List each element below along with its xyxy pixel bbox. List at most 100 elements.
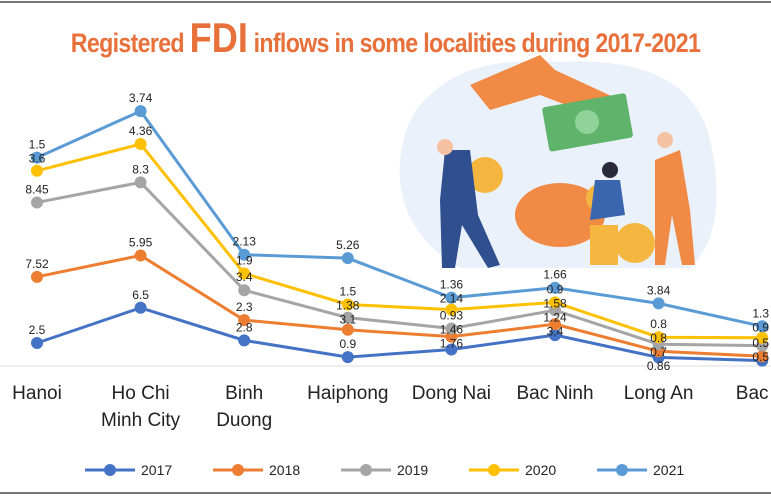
title-part-2: inflows in some localities during 2017-2…	[247, 28, 701, 58]
data-label: 1.36	[440, 278, 464, 292]
data-label: 1.38	[336, 298, 360, 312]
data-label: 0.8	[650, 317, 667, 331]
data-label: 1.3	[752, 306, 769, 320]
person-right-illustration	[655, 150, 695, 265]
legend-label: 2021	[653, 462, 684, 478]
data-label: 1.66	[543, 268, 567, 282]
data-point	[549, 281, 561, 294]
data-label: 6.5	[132, 288, 149, 302]
data-label: 1.5	[29, 138, 46, 152]
data-point	[31, 196, 43, 209]
data-point	[756, 350, 769, 363]
coin-illustration	[467, 157, 503, 193]
person-head-illustration	[437, 139, 453, 155]
data-label: 0.8	[650, 331, 667, 345]
category-axis: Hanoi Ho Chi Minh City Binh Duong Haiphong Don…	[12, 383, 771, 431]
data-label: 0.9	[547, 282, 564, 296]
category-label: Bac G	[736, 383, 771, 404]
data-label: 5.26	[336, 238, 360, 252]
illustration-background-blob	[399, 60, 717, 269]
series-line-2020	[36, 142, 763, 340]
category-label: Dong Nai	[412, 383, 491, 404]
legend-marker	[616, 464, 628, 476]
data-label: 3.84	[647, 283, 671, 297]
data-label: 0.5	[752, 336, 769, 350]
data-label: 3.1	[339, 312, 356, 326]
series-2017	[31, 301, 769, 367]
legend-item-2017: 2017	[85, 462, 172, 478]
person-head-illustration	[602, 162, 618, 178]
person-sitting-illustration	[590, 180, 625, 220]
category-label: Minh City	[101, 410, 181, 431]
data-point	[238, 334, 251, 347]
legend-marker	[360, 464, 372, 476]
data-point	[549, 318, 561, 331]
data-point	[341, 351, 354, 364]
data-label: 1.58	[543, 296, 567, 310]
data-label: 0.7	[650, 345, 667, 359]
data-point	[238, 248, 251, 261]
data-point	[238, 314, 251, 327]
data-label: 2.8	[236, 320, 253, 334]
legend-item-2020: 2020	[469, 462, 556, 478]
series-line-2017	[36, 306, 763, 363]
data-point	[134, 105, 147, 118]
category-label: Haiphong	[307, 383, 388, 404]
data-point	[31, 337, 43, 349]
data-label: 2.14	[440, 292, 464, 306]
coin-illustration	[615, 223, 655, 263]
data-label: 4.36	[129, 124, 153, 138]
data-point	[31, 270, 43, 283]
data-point	[238, 284, 251, 297]
data-label: 3.74	[129, 91, 153, 105]
data-point	[341, 252, 354, 265]
data-label: 3.6	[29, 152, 46, 166]
frame-top-border	[0, 1, 771, 3]
data-point	[549, 296, 561, 309]
series-2021	[31, 105, 769, 333]
data-point	[445, 322, 458, 335]
data-label: 2.5	[29, 323, 46, 337]
legend-item-2019: 2019	[341, 462, 428, 478]
data-point	[756, 331, 769, 344]
data-label: 2.13	[233, 235, 257, 249]
series-2018	[31, 249, 769, 363]
data-label: 0.86	[647, 359, 671, 373]
data-label: 7.52	[25, 257, 49, 271]
data-label: 0.93	[440, 308, 464, 322]
data-point	[341, 311, 354, 324]
data-label: 5.95	[129, 235, 153, 249]
data-point	[31, 164, 43, 177]
data-point	[445, 303, 458, 316]
data-label: 1.46	[440, 322, 464, 336]
coin-stack-illustration	[590, 225, 618, 265]
data-label: 0.9	[752, 320, 769, 334]
legend-marker	[232, 464, 244, 476]
title-part-fdi: FDI	[189, 14, 248, 61]
data-point	[756, 320, 769, 333]
data-label: 8.3	[132, 162, 149, 176]
data-label: 1.76	[440, 336, 464, 350]
data-point	[134, 138, 147, 151]
category-label: Bac Ninh	[516, 383, 593, 404]
data-point	[445, 343, 458, 356]
data-point	[549, 329, 561, 342]
series-layer	[31, 105, 769, 367]
data-point	[238, 267, 251, 280]
category-label: Hanoi	[12, 383, 62, 404]
legend-item-2018: 2018	[213, 462, 300, 478]
data-point	[445, 291, 458, 304]
data-point	[652, 297, 665, 310]
legend-label: 2019	[397, 462, 428, 478]
data-label: 8.45	[25, 182, 49, 196]
legend-label: 2018	[269, 462, 300, 478]
data-point	[31, 151, 43, 164]
chart-title: Registered FDI inflows in some localitie…	[54, 14, 717, 62]
piggy-bank-illustration	[515, 183, 605, 247]
data-point	[652, 331, 665, 344]
legend-label: 2020	[525, 462, 556, 478]
data-label: 0.5	[752, 350, 769, 364]
category-label: Long An	[624, 383, 694, 404]
illustration	[399, 55, 717, 269]
category-label: Duong	[216, 410, 272, 431]
